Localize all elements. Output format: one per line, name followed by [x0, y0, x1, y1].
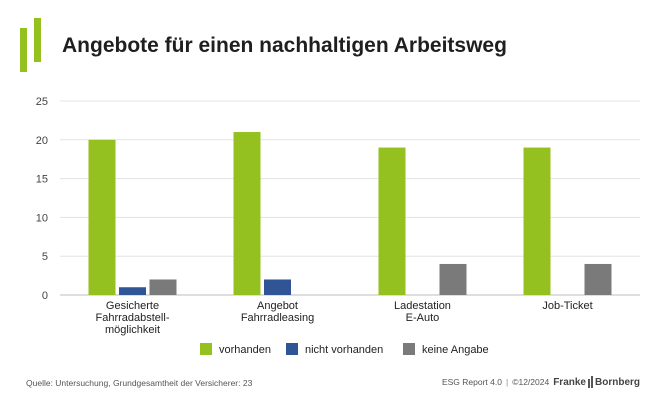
source-note: Quelle: Untersuchung, Grundgesamtheit de…: [26, 378, 253, 388]
bar: [119, 287, 146, 295]
y-tick-label: 15: [36, 174, 48, 186]
bar: [233, 132, 261, 295]
chart-title: Angebote für einen nachhaltigen Arbeitsw…: [62, 34, 507, 57]
legend-label: keine Angabe: [422, 344, 489, 356]
brand-name-right: Bornberg: [595, 376, 640, 388]
x-tick-label: Gesicherte Fahrradabstell-möglichkeit: [96, 300, 170, 336]
bar: [149, 279, 177, 295]
logo-bar-right: [34, 18, 41, 62]
brand-name: Franke Bornberg: [553, 376, 640, 388]
legend-swatch: [286, 343, 298, 355]
x-tick-label: Ladestation E-Auto: [394, 300, 451, 324]
y-tick-label: 5: [42, 251, 48, 263]
bar: [584, 263, 612, 295]
copyright-date: ©12/2024: [512, 377, 550, 387]
bar: [523, 147, 551, 295]
bar: [378, 147, 406, 295]
brand-name-left: Franke: [553, 376, 586, 388]
bar: [439, 263, 467, 295]
logo-bar-left: [20, 28, 27, 72]
y-tick-label: 0: [42, 290, 48, 302]
x-tick-label: Job-Ticket: [542, 300, 592, 312]
y-tick-label: 25: [36, 96, 48, 108]
bar: [88, 139, 116, 295]
legend-label: vorhanden: [219, 344, 271, 356]
legend-swatch: [403, 343, 415, 355]
legend-swatch: [200, 343, 212, 355]
y-tick-label: 10: [36, 212, 48, 224]
footer-credits: ESG Report 4.0 | ©12/2024 Franke Bornber…: [442, 376, 640, 388]
bar: [264, 279, 291, 295]
legend-label: nicht vorhanden: [305, 344, 383, 356]
y-tick-label: 20: [36, 135, 48, 147]
brand-logo-bars: [20, 18, 46, 74]
x-tick-label: Angebot Fahrradleasing: [241, 300, 314, 324]
report-name: ESG Report 4.0: [441, 377, 502, 387]
brand-mark-icon: [588, 376, 593, 388]
footer-separator: |: [505, 377, 509, 387]
